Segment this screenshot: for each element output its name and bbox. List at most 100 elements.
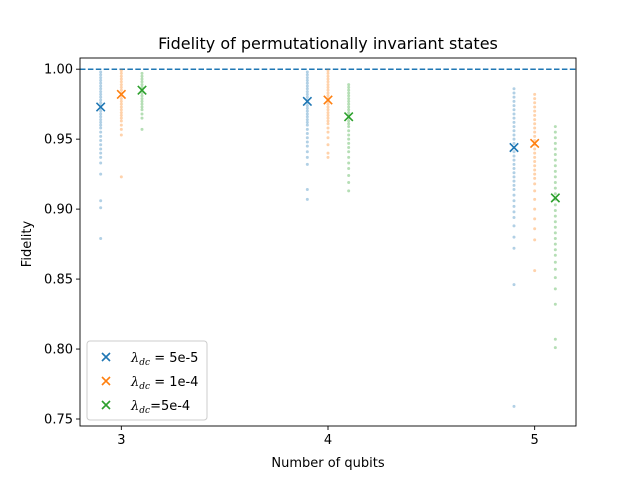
legend-box [86,340,208,421]
legend-entry: λdc = 1e-4 [130,375,198,392]
data-point [119,102,123,106]
data-point [512,120,516,124]
data-point [553,125,557,129]
data-point [512,112,516,116]
data-point [512,210,516,214]
x-axis-label: Number of qubits [271,456,384,471]
data-point [347,141,351,145]
data-point [553,214,557,218]
data-point [512,137,516,141]
data-point [533,207,537,211]
data-point [305,78,309,82]
data-point [347,174,351,178]
data-point [140,94,144,98]
data-point [99,73,103,77]
data-point [512,95,516,99]
legend-marker [101,376,111,386]
data-point [347,161,351,165]
data-point [119,108,123,112]
data-point [99,87,103,91]
data-point [512,171,516,175]
data-point [119,105,123,109]
data-point [512,87,516,91]
data-point [99,120,103,124]
data-point [512,224,516,228]
data-point [347,133,351,137]
data-point [326,155,330,159]
chart-title: Fidelity of permutationally invariant st… [158,34,498,53]
data-point [305,104,309,108]
data-point [533,101,537,105]
data-point [305,95,309,99]
data-point [326,111,330,115]
data-point [305,127,309,131]
data-point [326,119,330,123]
series-3 [140,71,557,350]
data-point [347,181,351,185]
data-point [347,155,351,159]
data-point [512,162,516,166]
data-point [553,242,557,246]
data-point [140,91,144,95]
data-point [305,132,309,136]
data-point [305,76,309,80]
data-point [512,283,516,287]
data-point [533,197,537,201]
data-point [326,108,330,112]
data-point [99,118,103,122]
data-point [99,101,103,105]
data-point [326,91,330,95]
legend-entry: λdc = 5e-5 [130,351,198,368]
data-point [99,92,103,96]
data-point [553,253,557,257]
data-point [512,179,516,183]
data-point [99,126,103,130]
data-point [99,76,103,80]
data-point [305,112,309,116]
data-point [305,109,309,113]
data-point [347,97,351,101]
data-point [305,90,309,94]
y-tick-label: 0.90 [44,203,73,218]
data-point [305,155,309,159]
data-point [512,125,516,129]
data-point [99,143,103,147]
data-point [533,113,537,117]
data-point [553,169,557,173]
x-tick-label: 5 [531,433,539,448]
data-point [305,162,309,166]
data-point [305,73,309,77]
data-point [553,220,557,224]
data-point [99,109,103,113]
data-point [326,83,330,87]
data-point [533,97,537,101]
plot-area [80,68,576,408]
data-point [533,176,537,180]
data-point [512,175,516,179]
data-point [119,83,123,87]
data-point [99,134,103,138]
legend-subscript: dc [139,382,150,392]
data-point [305,84,309,88]
data-point [533,189,537,193]
data-point [305,140,309,144]
data-point [512,91,516,95]
data-point [553,186,557,190]
data-point [99,161,103,165]
data-point [305,81,309,85]
data-point [347,122,351,126]
data-point [140,80,144,84]
data-point [119,97,123,101]
data-point [140,99,144,103]
data-point [347,108,351,112]
data-point [553,209,557,213]
data-point [553,153,557,157]
data-point [512,108,516,112]
data-point [553,237,557,241]
data-point [140,105,144,109]
data-point [99,199,103,203]
data-point [326,94,330,98]
data-point [533,269,537,273]
mean-marker [137,85,147,95]
